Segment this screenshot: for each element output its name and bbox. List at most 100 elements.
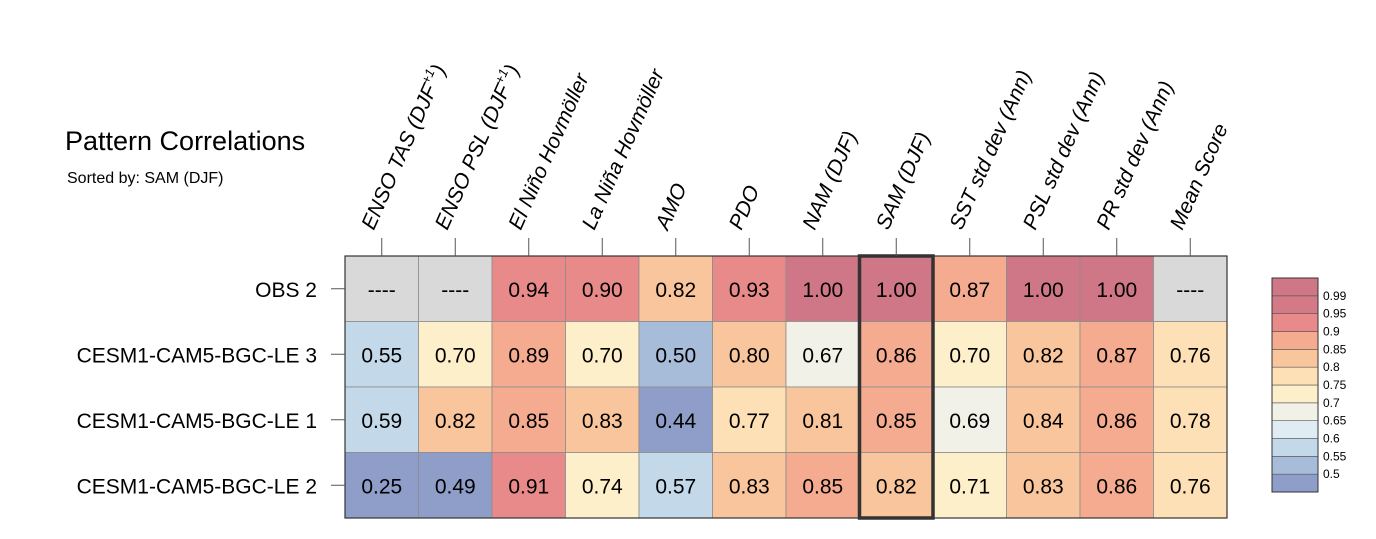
- heatmap-cell: [565, 386, 640, 453]
- cell-value: 0.85: [508, 410, 549, 433]
- cell-value: ----: [1176, 279, 1204, 302]
- cell-value: 0.87: [1096, 344, 1137, 367]
- heatmap-cell: [712, 321, 787, 388]
- colorbar-tick-label: 0.55: [1323, 449, 1347, 463]
- cell-value: 0.69: [949, 410, 990, 433]
- column-label-pdo: PDO: [725, 182, 765, 233]
- colorbar-tick-label: 0.7: [1323, 396, 1340, 410]
- heatmap-cell: [418, 321, 493, 388]
- row-label-cesm1-cam5-bgc-le-2: CESM1-CAM5-BGC-LE 2: [77, 475, 317, 498]
- heatmap-cell: [638, 321, 713, 388]
- cell-value: 0.86: [1096, 475, 1137, 498]
- column-label-sam-djf: SAM (DJF): [872, 129, 935, 233]
- cell-value: 0.83: [582, 410, 623, 433]
- cell-value: 0.80: [729, 344, 770, 367]
- colorbar-tick-label: 0.65: [1323, 414, 1347, 428]
- heatmap-cells: ---- ---- 0.94 0.90 0.82 0.93 1.00 1.00 0.87 1.00…: [344, 254, 1228, 520]
- cell-value: 0.25: [361, 475, 402, 498]
- chart-subtitle: Sorted by: SAM (DJF): [67, 170, 224, 187]
- cell-value: 0.94: [508, 279, 549, 302]
- colorbar-tick-label: 0.5: [1323, 467, 1340, 481]
- cell-value: 0.44: [655, 410, 696, 433]
- heatmap-cell: [785, 452, 860, 519]
- cell-value: 0.84: [1023, 410, 1064, 433]
- cell-value: 0.85: [876, 410, 917, 433]
- cell-value: 0.57: [655, 475, 696, 498]
- colorbar-box: [1271, 349, 1319, 368]
- cell-value: 0.81: [802, 410, 843, 433]
- column-label-enso-psl-djf: ENSO PSL (DJF+1): [428, 60, 524, 233]
- column-label-psl-std-dev-ann: PSL std dev (Ann): [1019, 68, 1109, 233]
- heatmap-cell: [491, 321, 566, 388]
- colorbar-box: [1271, 402, 1319, 421]
- row-labels: OBS 2 CESM1-CAM5-BGC-LE 3 CESM1-CAM5-BGC-L…: [77, 279, 317, 499]
- cell-value: 0.49: [435, 475, 476, 498]
- heatmap-cell: [785, 321, 860, 388]
- cell-value: 0.83: [729, 475, 770, 498]
- heatmap-cell: [344, 255, 419, 322]
- heatmap-cell: [785, 255, 860, 322]
- colorbar-frame: [1271, 277, 1319, 493]
- colorbar-tick-label: 0.9: [1323, 325, 1340, 339]
- column-label-sst-std-dev-ann: SST std dev (Ann): [945, 67, 1036, 233]
- heatmap-cell: [1153, 386, 1228, 453]
- heatmap-cell: [1006, 255, 1081, 322]
- colorbar-box: [1271, 456, 1319, 475]
- cell-value: 0.83: [1023, 475, 1064, 498]
- cell-value: 0.70: [582, 344, 623, 367]
- cell-value: 0.55: [361, 344, 402, 367]
- colorbar-box: [1271, 295, 1319, 314]
- cell-value: 1.00: [802, 279, 843, 302]
- cell-value: 1.00: [876, 279, 917, 302]
- colorbar-box: [1271, 366, 1319, 386]
- cell-value: 0.59: [361, 410, 402, 433]
- heatmap-cell: [1079, 321, 1154, 388]
- cell-value: 0.85: [802, 475, 843, 498]
- colorbar-box: [1271, 473, 1319, 493]
- row-label-cesm1-cam5-bgc-le-1: CESM1-CAM5-BGC-LE 1: [77, 410, 317, 433]
- heatmap-cell: [565, 321, 640, 388]
- cell-value: 0.78: [1170, 410, 1211, 433]
- column-labels: ENSO TAS (DJF+1)ENSO PSL (DJF+1)El Niño …: [355, 60, 1233, 235]
- cell-value: 0.82: [655, 279, 696, 302]
- heatmap-cell: [491, 386, 566, 453]
- cell-value: ----: [368, 279, 396, 302]
- colorbar-box: [1271, 420, 1319, 439]
- heatmap-cell: [1079, 386, 1154, 453]
- cell-value: 0.76: [1170, 475, 1211, 498]
- cell-value: 0.70: [949, 344, 990, 367]
- heatmap-cell: [932, 386, 1007, 453]
- colorbar-tick-label: 0.6: [1323, 432, 1340, 446]
- heatmap-cell: [1006, 321, 1081, 388]
- colorbar-tick-label: 0.8: [1323, 360, 1340, 374]
- colorbar: 0.5 0.55 0.6 0.65 0.7 0.75 0.8 0.85 0.9 0.95 0.99: [1271, 277, 1347, 493]
- cell-value: 1.00: [1096, 279, 1137, 302]
- cell-value: 1.00: [1023, 279, 1064, 302]
- cell-value: 0.74: [582, 475, 623, 498]
- colorbar-box: [1271, 331, 1319, 350]
- colorbar-box: [1271, 438, 1319, 457]
- cell-value: 0.91: [508, 475, 549, 498]
- heatmap-cell: [859, 321, 934, 388]
- heatmap-cell: [1153, 321, 1228, 388]
- heatmap-frame: [344, 255, 1228, 519]
- chart-title: Pattern Correlations: [65, 126, 306, 156]
- cell-value: ----: [441, 279, 469, 302]
- colorbar-tick-label: 0.95: [1323, 307, 1347, 321]
- colorbar-tick-label: 0.99: [1323, 289, 1347, 303]
- column-label-enso-tas-djf: ENSO TAS (DJF+1): [355, 60, 451, 233]
- cell-value: 0.86: [876, 344, 917, 367]
- cell-value: 0.89: [508, 344, 549, 367]
- heatmap-cell: [932, 255, 1007, 322]
- heatmap-cell: [1006, 452, 1081, 519]
- cell-value: 0.71: [949, 475, 990, 498]
- heatmap-cell: [785, 386, 860, 453]
- cell-value: 0.93: [729, 279, 770, 302]
- heatmap-cell: [418, 386, 493, 453]
- colorbar-box: [1271, 384, 1319, 404]
- row-label-cesm1-cam5-bgc-le-3: CESM1-CAM5-BGC-LE 3: [77, 344, 317, 367]
- cell-value: 0.67: [802, 344, 843, 367]
- cell-value: 0.82: [876, 475, 917, 498]
- cell-value: 0.76: [1170, 344, 1211, 367]
